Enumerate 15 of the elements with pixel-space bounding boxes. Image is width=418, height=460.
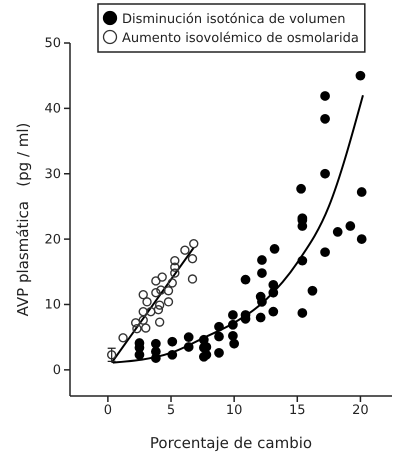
y-tick-label: 20 (44, 232, 61, 248)
y-tick-label: 0 (52, 363, 61, 378)
x-tick-label: 15 (289, 403, 306, 418)
y-tick-label: 50 (44, 36, 61, 52)
y-tick-label: 40 (44, 102, 61, 117)
x-tick-label: 10 (226, 403, 242, 418)
legend-label: Disminución isotónica de volumen (122, 12, 346, 27)
x-tick-label: 0 (104, 403, 112, 418)
legend-label: Aumento isovolémico de osmolarida (122, 31, 359, 46)
y-axis-title: AVP plasmática (pg / ml) (14, 122, 32, 316)
x-axis-title: Porcentaje de cambio (150, 434, 312, 452)
y-tick-label: 30 (44, 166, 61, 182)
y-tick-label: 10 (44, 298, 61, 313)
x-tick-label: 20 (352, 403, 369, 418)
x-tick-label: 5 (166, 403, 176, 418)
